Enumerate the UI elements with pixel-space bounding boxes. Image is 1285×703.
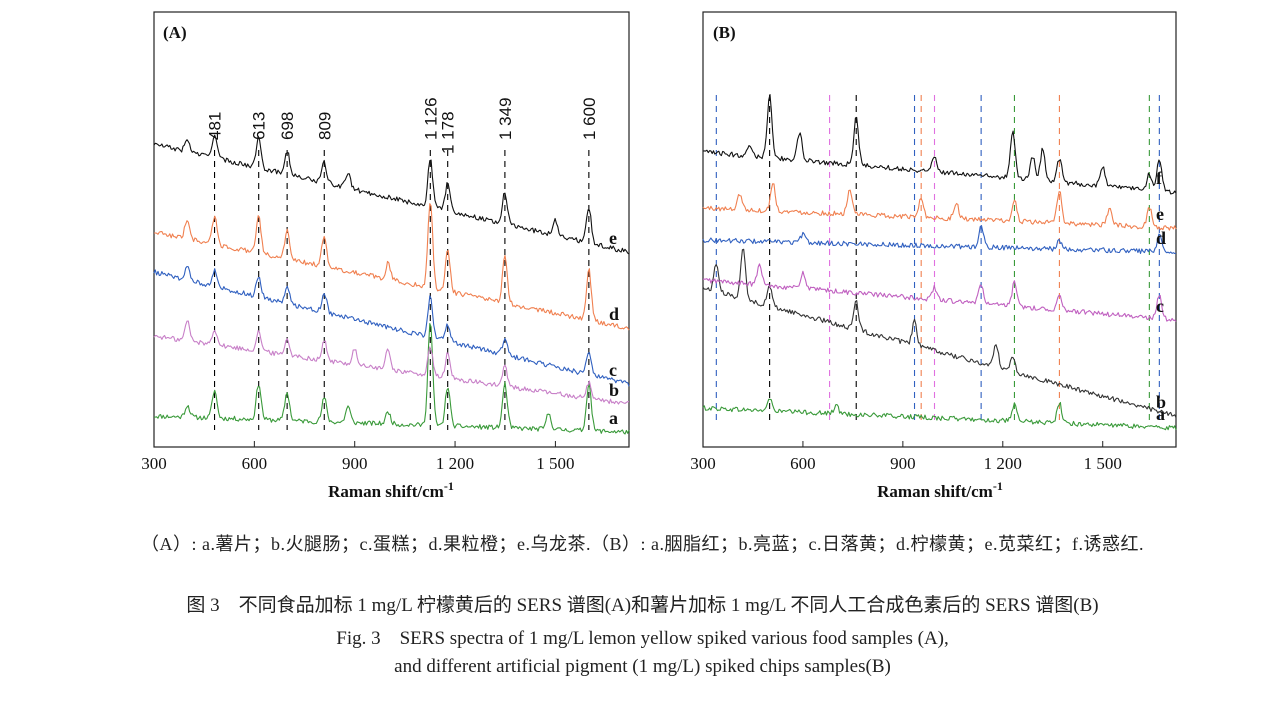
spectrum-b-f <box>702 93 1177 195</box>
peak-label-1349: 1 349 <box>496 97 515 140</box>
spectrum-a-c <box>153 265 630 387</box>
peak-label-613: 613 <box>250 112 269 140</box>
plot-frame-a <box>153 11 630 448</box>
trace-label-a-a: a <box>609 408 618 428</box>
spectrum-b-c <box>703 263 1177 322</box>
peak-label-809: 809 <box>315 112 334 140</box>
spectrum-a-a <box>153 323 630 435</box>
peak-label-1178: 1 178 <box>439 111 458 154</box>
trace-label-a-e: e <box>609 228 617 248</box>
spectrum-b-a <box>702 398 1177 431</box>
x-tick-label-a-1200: 1 200 <box>436 454 474 473</box>
x-tick-label-b-1500: 1 500 <box>1084 454 1122 473</box>
peak-label-1600: 1 600 <box>580 97 599 140</box>
peak-label-1126: 1 126 <box>421 97 440 140</box>
trace-label-b-d: d <box>1156 228 1166 248</box>
trace-label-b-a: a <box>1156 404 1165 424</box>
x-tick-label-a-900: 900 <box>342 454 368 473</box>
chart-panel-b: (B) ab c def 300 600 900 1 200 1 500 Raman shi… <box>690 11 1177 501</box>
x-tick-label-b-600: 600 <box>790 454 816 473</box>
reference-lines-b <box>715 95 1160 420</box>
figure-caption-chinese: 图 3 不同食品加标 1 mg/L 柠檬黄后的 SERS 谱图(A)和薯片加标 … <box>186 595 1099 616</box>
figure-caption-english-line-1: Fig. 3 SERS spectra of 1 mg/L lemon yell… <box>336 628 949 649</box>
peak-label-481: 481 <box>206 112 225 140</box>
x-tick-label-a-1500: 1 500 <box>536 454 574 473</box>
spectrum-a-d <box>154 203 630 331</box>
spectrum-a-e <box>153 134 630 255</box>
spectrum-b-b <box>702 248 1177 418</box>
trace-label-a-c: c <box>609 360 617 380</box>
spectra-b: ab c def <box>702 93 1177 431</box>
x-axis-label-a: Raman shift/cm-1 <box>328 479 454 501</box>
trace-label-b-f: f <box>1156 168 1163 188</box>
plot-frame-b <box>702 11 1177 448</box>
x-ticks-b: 300 600 900 1 200 1 500 <box>690 441 1122 473</box>
x-tick-label-a-600: 600 <box>242 454 268 473</box>
spectrum-a-b <box>153 320 630 405</box>
x-ticks-a: 300 600 900 1 200 1 500 <box>141 441 575 473</box>
spectrum-b-d <box>702 225 1177 255</box>
figure-caption-english-line-2: and different artificial pigment (1 mg/L… <box>394 656 891 677</box>
x-tick-label-b-1200: 1 200 <box>984 454 1022 473</box>
trace-label-b-b: b <box>1156 392 1166 412</box>
trace-label-b-c: c <box>1156 296 1164 316</box>
trace-label-a-b: b <box>609 380 619 400</box>
spectrum-b-e <box>702 183 1177 231</box>
panel-label-a: (A) <box>163 23 187 42</box>
x-tick-label-b-300: 300 <box>690 454 716 473</box>
x-tick-label-b-900: 900 <box>890 454 916 473</box>
spectra-a: abc d e <box>153 134 630 435</box>
reference-lines-a <box>213 150 590 430</box>
peak-label-698: 698 <box>278 112 297 140</box>
panel-label-b: (B) <box>713 23 736 42</box>
trace-label-b-e: e <box>1156 204 1164 224</box>
x-axis-label-b: Raman shift/cm-1 <box>877 479 1003 501</box>
sample-legend: （A）: a.薯片；b.火腿肠；c.蛋糕；d.果粒橙；e.乌龙茶.（B）: a.… <box>141 534 1144 554</box>
trace-label-a-d: d <box>609 304 619 324</box>
x-tick-label-a-300: 300 <box>141 454 167 473</box>
